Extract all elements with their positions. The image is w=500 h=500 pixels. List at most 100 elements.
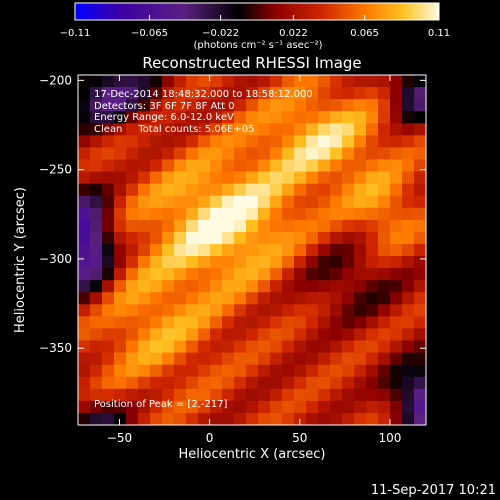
heatmap-cell [90, 171, 103, 185]
heatmap-cell [90, 328, 103, 342]
heatmap-cell [342, 340, 355, 354]
heatmap-cell [198, 412, 211, 425]
heatmap-cell [210, 412, 223, 425]
heatmap-cell [378, 123, 391, 136]
heatmap-cell [90, 183, 103, 197]
heatmap-cell [414, 376, 426, 390]
heatmap-cell [198, 352, 211, 366]
heatmap-cell [246, 123, 259, 136]
heatmap-cell [366, 171, 379, 185]
heatmap-cell [282, 123, 295, 136]
heatmap-cell [378, 207, 391, 221]
heatmap-cell [366, 99, 379, 112]
heatmap-cell [330, 159, 343, 173]
heatmap-cell [198, 171, 211, 185]
heatmap-cell [342, 219, 355, 233]
heatmap-cell [414, 111, 426, 124]
heatmap-cell [366, 328, 379, 342]
heatmap-cell [246, 304, 259, 317]
heatmap-cell [186, 243, 199, 257]
heatmap-cell [258, 183, 271, 197]
heatmap-cell [222, 195, 235, 209]
heatmap-cell [90, 316, 103, 330]
heatmap-cell [138, 328, 151, 342]
heatmap-cell [150, 111, 163, 124]
heatmap-cell [306, 135, 319, 149]
heatmap-cell [282, 340, 295, 354]
heatmap-cell [342, 352, 355, 366]
heatmap-cell [150, 207, 163, 221]
heatmap-cell [270, 207, 283, 221]
heatmap-cell [402, 376, 415, 390]
heatmap-cell [282, 231, 295, 245]
heatmap-cell [366, 364, 379, 378]
heatmap-cell [186, 340, 199, 354]
heatmap-cell [126, 207, 139, 221]
colorbar-tick-label: −0.11 [60, 28, 91, 39]
heatmap-cell [90, 75, 103, 88]
heatmap-cell [114, 87, 127, 100]
heatmap-cell [222, 111, 235, 124]
heatmap-cell [330, 388, 343, 402]
heatmap-cell [282, 292, 295, 305]
heatmap-cell [114, 243, 127, 257]
heatmap-cell [150, 171, 163, 185]
heatmap-cell [138, 123, 151, 136]
heatmap-cell [234, 376, 247, 390]
heatmap-cell [210, 231, 223, 245]
heatmap-cell [414, 412, 426, 425]
heatmap-cell [114, 364, 127, 378]
heatmap-cell [198, 87, 211, 100]
heatmap-cell [270, 304, 283, 317]
heatmap-cell [270, 123, 283, 136]
heatmap-cell [162, 292, 175, 305]
heatmap-cell [330, 280, 343, 293]
heatmap-cell [402, 231, 415, 245]
heatmap-cell [258, 195, 271, 209]
heatmap-cell [102, 352, 115, 366]
heatmap-cell [174, 280, 187, 293]
heatmap-cell [342, 111, 355, 124]
heatmap-cell [246, 171, 259, 185]
heatmap-cell [114, 75, 127, 88]
heatmap-cell [102, 340, 115, 354]
heatmap-cell [126, 135, 139, 149]
heatmap-cell [162, 316, 175, 330]
heatmap-cell [186, 304, 199, 317]
heatmap-cell [210, 340, 223, 354]
heatmap-cell [198, 147, 211, 161]
heatmap-cell [222, 388, 235, 402]
heatmap-cell [126, 219, 139, 233]
heatmap-cell [114, 292, 127, 305]
heatmap-cell [90, 376, 103, 390]
heatmap-cell [270, 231, 283, 245]
heatmap-cell [102, 231, 115, 245]
heatmap-cell [198, 268, 211, 281]
heatmap-cell [366, 316, 379, 330]
heatmap-cell [294, 135, 307, 149]
heatmap-cell [234, 147, 247, 161]
heatmap-cell [222, 171, 235, 185]
heatmap-cell [390, 123, 403, 136]
heatmap-cell [354, 352, 367, 366]
heatmap-cell [402, 328, 415, 342]
heatmap-cell [234, 159, 247, 173]
heatmap-cell [138, 340, 151, 354]
heatmap-cell [102, 376, 115, 390]
heatmap-cell [306, 340, 319, 354]
heatmap-cell [246, 159, 259, 173]
heatmap-cell [246, 99, 259, 112]
heatmap-cell [282, 304, 295, 317]
heatmap-cell [114, 388, 127, 402]
heatmap-cell [210, 316, 223, 330]
heatmap-cell [258, 99, 271, 112]
heatmap-cell [378, 328, 391, 342]
heatmap-cell [402, 340, 415, 354]
heatmap-cell [282, 352, 295, 366]
heatmap-cell [186, 123, 199, 136]
heatmap-cell [102, 99, 115, 112]
heatmap-cell [342, 243, 355, 257]
heatmap-cell [126, 304, 139, 317]
heatmap-cell [378, 304, 391, 317]
heatmap-cell [342, 268, 355, 281]
